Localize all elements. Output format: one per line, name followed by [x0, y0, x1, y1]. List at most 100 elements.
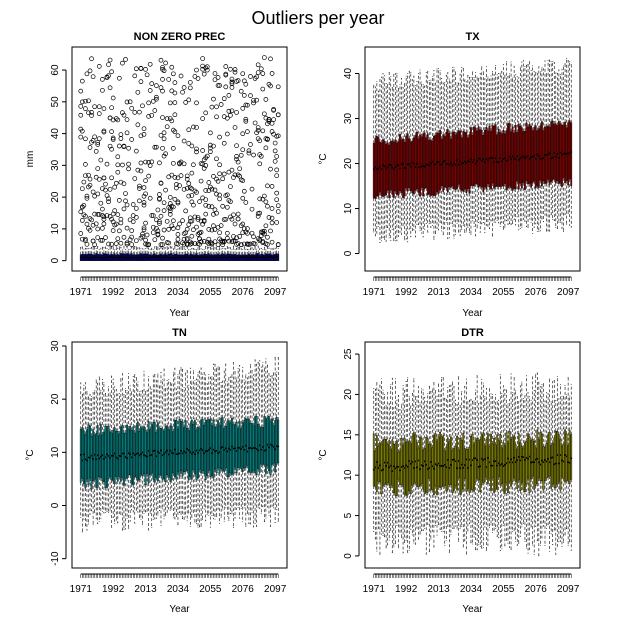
outlier-point: [269, 215, 275, 221]
box: [520, 445, 523, 483]
outlier-point: [228, 184, 233, 189]
outlier-point: [274, 190, 280, 196]
box: [226, 421, 229, 477]
outlier-point: [92, 211, 98, 217]
box: [525, 122, 528, 181]
x-axis-label: Year: [169, 604, 190, 615]
outlier-point: [167, 194, 173, 200]
outlier-point: [200, 148, 205, 153]
box: [153, 422, 156, 483]
box: [426, 438, 429, 493]
box: [269, 421, 272, 475]
outlier-point: [78, 134, 84, 140]
box: [386, 444, 389, 483]
box: [548, 126, 551, 185]
outlier-point: [181, 138, 187, 144]
box: [423, 132, 426, 189]
outlier-point: [269, 239, 275, 245]
outlier-point: [106, 196, 111, 202]
outlier-point: [229, 85, 235, 90]
box: [405, 441, 408, 496]
outlier-point: [172, 175, 178, 180]
box: [160, 428, 162, 476]
outlier-point: [201, 239, 207, 244]
outlier-point: [110, 135, 116, 141]
box: [147, 421, 150, 484]
plot-frame: [71, 341, 288, 569]
outlier-point: [209, 186, 215, 192]
outlier-point: [96, 64, 102, 69]
box: [499, 434, 502, 486]
outlier-point: [258, 66, 264, 72]
box: [405, 135, 408, 189]
box: [439, 432, 441, 488]
panel-title: DTR: [461, 327, 484, 339]
y-tick-label: 25: [343, 348, 354, 360]
box: [406, 133, 409, 192]
outlier-point: [240, 195, 246, 201]
y-tick-label: 20: [50, 191, 61, 203]
outlier-point: [226, 108, 232, 114]
outlier-point: [251, 234, 256, 240]
box: [274, 420, 277, 473]
outlier-point: [109, 129, 114, 134]
box: [510, 439, 512, 487]
outlier-point: [163, 151, 168, 157]
box: [550, 445, 553, 489]
outlier-point: [147, 61, 153, 67]
outlier-point: [152, 237, 158, 243]
outlier-point: [238, 152, 244, 158]
outlier-point: [116, 228, 122, 234]
outlier-point: [103, 181, 108, 187]
outlier-point: [121, 234, 127, 240]
panel-title: TN: [172, 327, 187, 339]
box: [453, 448, 455, 491]
box: [143, 426, 145, 474]
box: [84, 434, 87, 489]
box: [383, 140, 386, 196]
outlier-point: [135, 89, 141, 95]
plot-frame: [364, 341, 581, 569]
box: [183, 427, 186, 472]
box: [530, 440, 533, 480]
box: [534, 447, 537, 486]
outlier-point: [257, 161, 263, 167]
outlier-point: [121, 206, 127, 212]
box: [277, 419, 280, 464]
outlier-point: [124, 240, 130, 246]
outlier-point: [218, 102, 224, 107]
outlier-point: [115, 154, 121, 160]
box: [412, 432, 415, 485]
outlier-point: [209, 204, 215, 210]
outlier-point: [177, 183, 182, 188]
outlier-point: [98, 200, 104, 206]
y-axis-label: °C: [318, 153, 329, 164]
box: [113, 427, 116, 485]
outlier-point: [140, 231, 145, 237]
outlier-point: [157, 219, 162, 224]
box: [537, 128, 540, 188]
outlier-point: [118, 136, 124, 141]
outlier-point: [116, 197, 122, 203]
outlier-point: [184, 235, 190, 241]
outlier-point: [101, 129, 107, 135]
box: [377, 137, 380, 197]
y-tick-label: 40: [343, 68, 354, 80]
outlier-point: [109, 69, 114, 75]
outlier-point: [79, 218, 85, 223]
outlier-point: [106, 73, 111, 79]
outlier-point: [243, 116, 249, 122]
outlier-point: [143, 191, 148, 197]
y-tick-label: 30: [50, 159, 61, 171]
box: [522, 447, 525, 490]
box: [511, 436, 514, 482]
x-axis: 1971 1992 2013 2034 2055 2076 2097: [363, 276, 580, 298]
outlier-point: [129, 137, 135, 142]
outlier-point: [240, 147, 246, 153]
y-tick-label: 10: [50, 223, 61, 235]
box: [382, 439, 384, 487]
outlier-point: [178, 173, 184, 178]
outlier-point: [124, 241, 130, 247]
box: [206, 419, 209, 476]
box: [473, 126, 475, 187]
